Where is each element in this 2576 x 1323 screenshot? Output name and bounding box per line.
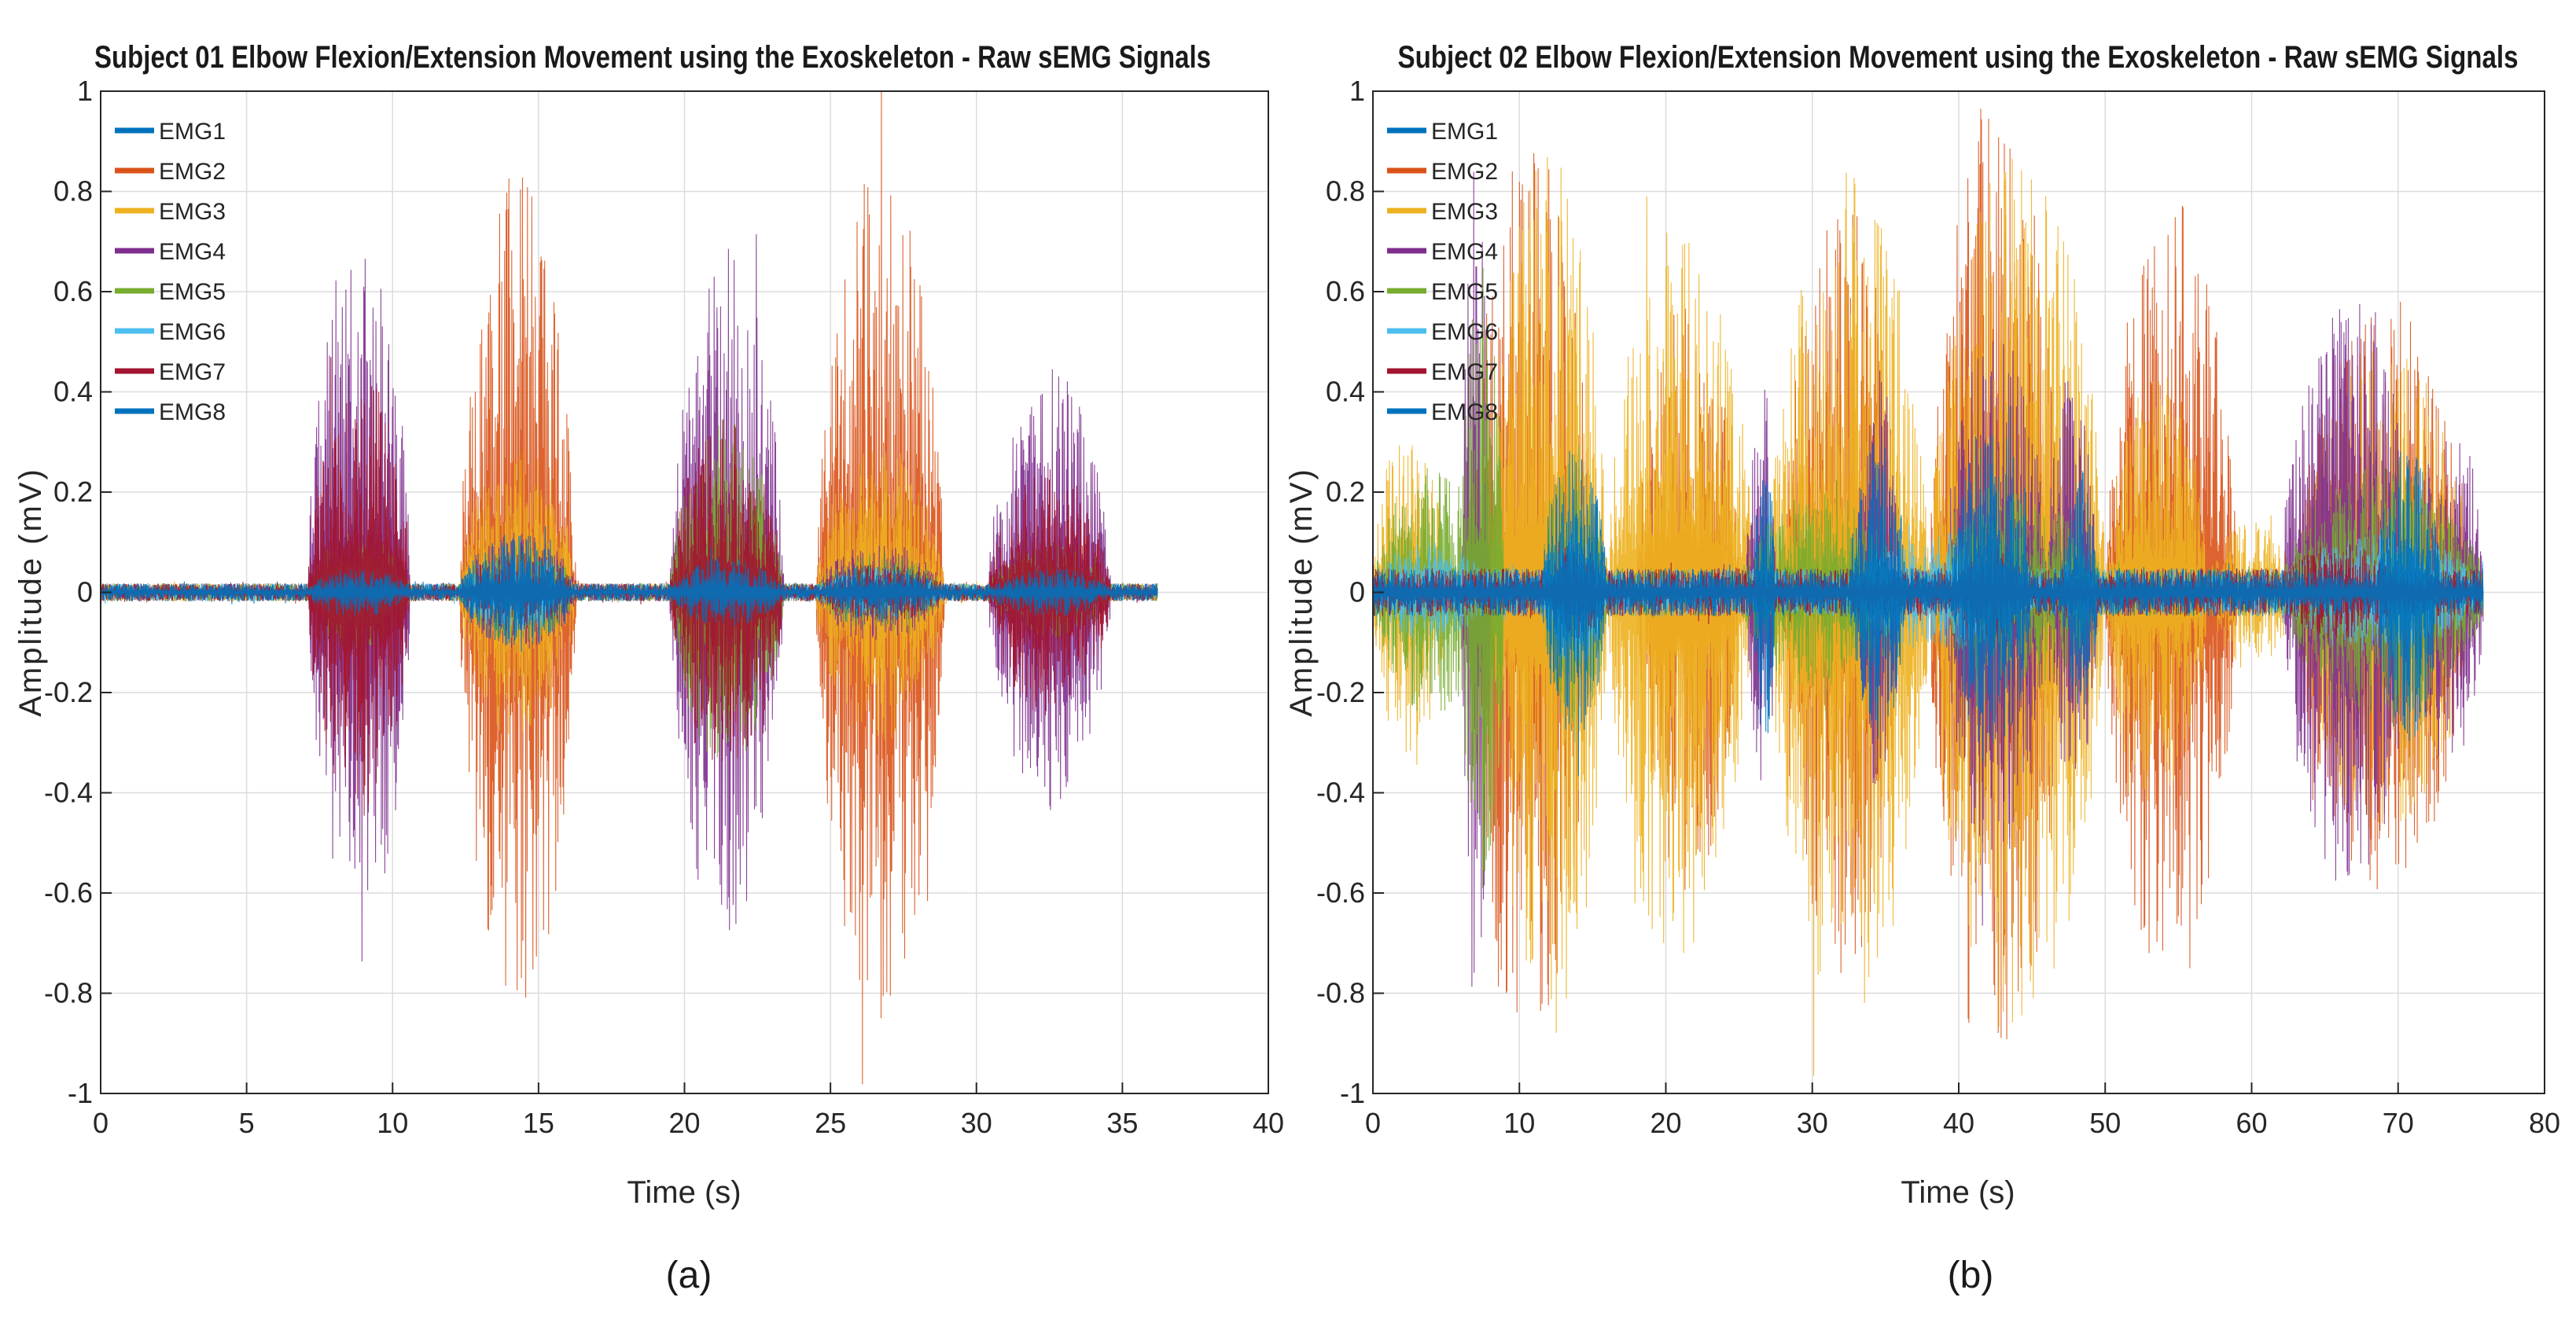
panel-label: (a) <box>666 1255 712 1296</box>
y-tick-label: 1 <box>77 75 93 107</box>
y-tick-label: -0.4 <box>44 777 93 809</box>
legend: EMG1 EMG2 EMG3 EMG4 EMG5 EMG6 EMG7 EMG8 <box>115 119 226 425</box>
y-axis-label: Amplitude (mV) <box>13 467 48 717</box>
legend-label-emg3: EMG3 <box>1431 199 1498 225</box>
legend-label-emg7: EMG7 <box>1431 359 1498 385</box>
legend-label-emg6: EMG6 <box>159 319 226 345</box>
x-axis-label: Time (s) <box>1901 1175 2015 1210</box>
legend-label-emg2: EMG2 <box>1431 159 1498 185</box>
y-tick-label: -0.6 <box>1316 876 1365 909</box>
y-tick-label: 0.2 <box>1326 476 1365 508</box>
x-tick-label: 40 <box>1253 1107 1284 1139</box>
x-tick-label: 35 <box>1106 1107 1138 1139</box>
series-line-emg8 <box>1372 405 2484 777</box>
panel-label: (b) <box>1948 1255 1994 1296</box>
y-tick-label: -0.8 <box>1316 977 1365 1009</box>
x-tick-label: 40 <box>1943 1107 1974 1139</box>
y-tick-label: 0 <box>77 576 93 608</box>
emg-traces <box>1372 108 2484 1076</box>
chart-panel-b: Subject 02 Elbow Flexion/Extension Movem… <box>1284 40 2560 1296</box>
y-tick-label: 0.4 <box>53 376 93 408</box>
emg-traces <box>100 90 1158 1085</box>
y-tick-label: 0 <box>1349 576 1365 608</box>
x-tick-label: 5 <box>239 1107 255 1139</box>
y-tick-label: 0.2 <box>53 476 93 508</box>
legend-label-emg5: EMG5 <box>159 279 226 305</box>
x-tick-label: 50 <box>2089 1107 2121 1139</box>
x-tick-label: 60 <box>2236 1107 2267 1139</box>
y-tick-label: 0.6 <box>1326 275 1365 307</box>
x-tick-label: 0 <box>93 1107 109 1139</box>
legend-label-emg7: EMG7 <box>159 359 226 385</box>
y-tick-label: 0.4 <box>1326 376 1365 408</box>
y-tick-label: 0.8 <box>53 175 93 208</box>
axis-ticks: 0 5 10 15 20 25 30 35 40 1 0.8 0.6 0.4 0.2 0 -0.2 -0.4 -0… <box>44 75 1284 1139</box>
x-tick-label: 0 <box>1365 1107 1381 1139</box>
y-tick-label: 0.8 <box>1326 175 1365 208</box>
legend-label-emg4: EMG4 <box>1431 239 1498 265</box>
y-tick-label: -0.4 <box>1316 777 1365 809</box>
legend-label-emg2: EMG2 <box>159 159 226 185</box>
y-tick-label: 0.6 <box>53 275 93 307</box>
y-tick-label: -0.8 <box>44 977 93 1009</box>
legend: EMG1 EMG2 EMG3 EMG4 EMG5 EMG6 EMG7 EMG8 <box>1387 119 1498 425</box>
chart-panel-a: Subject 01 Elbow Flexion/Extension Movem… <box>13 40 1284 1296</box>
series-line-emg8 <box>100 526 1158 652</box>
x-tick-label: 80 <box>2529 1107 2560 1139</box>
y-tick-label: -0.2 <box>1316 676 1365 708</box>
x-tick-label: 25 <box>815 1107 846 1139</box>
legend-label-emg4: EMG4 <box>159 239 226 265</box>
legend-label-emg6: EMG6 <box>1431 319 1498 345</box>
legend-label-emg8: EMG8 <box>1431 399 1498 425</box>
x-axis-label: Time (s) <box>627 1175 741 1210</box>
y-tick-label: 1 <box>1349 75 1365 107</box>
legend-label-emg5: EMG5 <box>1431 279 1498 305</box>
legend-label-emg1: EMG1 <box>159 119 226 145</box>
chart-title: Subject 01 Elbow Flexion/Extension Movem… <box>94 40 1211 75</box>
y-axis-label: Amplitude (mV) <box>1284 467 1319 717</box>
y-tick-label: -0.2 <box>44 676 93 708</box>
y-tick-label: -1 <box>1340 1077 1365 1109</box>
x-tick-label: 20 <box>1650 1107 1681 1139</box>
x-tick-label: 10 <box>377 1107 408 1139</box>
x-tick-label: 30 <box>961 1107 992 1139</box>
x-tick-label: 20 <box>668 1107 700 1139</box>
x-tick-label: 10 <box>1503 1107 1535 1139</box>
x-tick-label: 15 <box>523 1107 554 1139</box>
y-tick-label: -1 <box>68 1077 93 1109</box>
legend-label-emg1: EMG1 <box>1431 119 1498 145</box>
legend-label-emg8: EMG8 <box>159 399 226 425</box>
x-tick-label: 70 <box>2383 1107 2414 1139</box>
x-tick-label: 30 <box>1797 1107 1828 1139</box>
legend-label-emg3: EMG3 <box>159 199 226 225</box>
chart-title: Subject 02 Elbow Flexion/Extension Movem… <box>1398 40 2519 75</box>
y-tick-label: -0.6 <box>44 876 93 909</box>
axis-ticks: 0 10 20 30 40 50 60 70 80 1 0.8 0.6 0.4 0.2 0 -0.2 -0.4 -… <box>1316 75 2560 1139</box>
